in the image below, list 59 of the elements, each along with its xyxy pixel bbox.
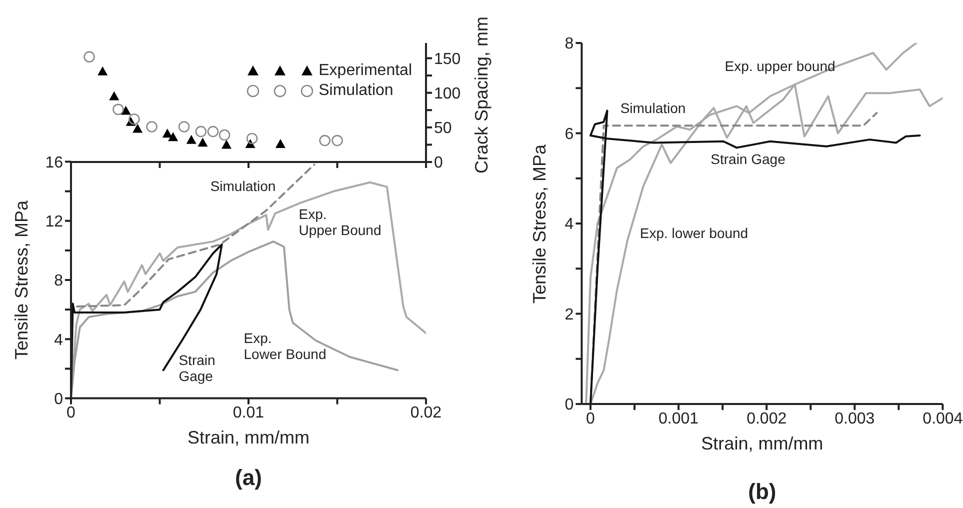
series-label: Exp. lower bound <box>640 225 748 241</box>
point <box>132 124 143 133</box>
point <box>162 128 172 138</box>
y-tick-label: 16 <box>45 154 64 172</box>
point <box>195 126 207 138</box>
x-tick-label: 0.01 <box>232 404 264 422</box>
point <box>198 138 208 147</box>
y-tick-label: 4 <box>54 332 64 349</box>
y2-tick-label: 100 <box>434 85 461 102</box>
point <box>319 134 330 146</box>
point <box>246 132 258 144</box>
y2-tick-label: 0 <box>434 154 443 172</box>
series-label: Simulation <box>620 100 686 116</box>
y2-axis-title: Crack Spacing, mm <box>472 16 492 174</box>
x-tick-label: 0.002 <box>746 410 787 428</box>
text: (a) <box>235 465 262 492</box>
series-label: Simulation <box>210 178 276 194</box>
x-tick-label: 0 <box>586 410 596 428</box>
y-tick-label: 2 <box>564 306 574 324</box>
point <box>168 132 178 142</box>
point <box>186 134 196 144</box>
point <box>109 91 120 100</box>
y2-tick-label: 150 <box>434 50 461 68</box>
point <box>275 139 286 148</box>
legend-label: Experimental <box>318 62 412 80</box>
series-label: Exp. Lower Bound <box>244 330 326 362</box>
point <box>178 121 190 132</box>
point <box>112 104 124 116</box>
x-axis-title: Strain, mm/mm <box>701 434 824 454</box>
x-axis-title: Strain, mm/mm <box>187 428 310 449</box>
series-label: Exp. upper bound <box>724 58 836 74</box>
x-tick-label: 0.02 <box>410 404 442 422</box>
x-tick-label: 0.001 <box>658 410 699 428</box>
point <box>332 134 343 146</box>
y-tick-label: 8 <box>564 36 574 53</box>
y-axis-title: Tensile Stress, MPa <box>12 200 32 360</box>
text: (b) <box>748 479 776 505</box>
legend-label: Simulation <box>318 82 394 100</box>
series-label: Exp. Upper Bound <box>298 206 382 238</box>
x-tick-label: 0.003 <box>834 410 875 428</box>
point <box>221 140 232 149</box>
point <box>218 129 230 141</box>
series-label: Strain Gage <box>178 352 216 384</box>
y-tick-label: 4 <box>564 216 574 234</box>
point <box>128 113 140 125</box>
point <box>146 121 158 132</box>
point <box>120 106 131 115</box>
x-tick-label: 0.004 <box>922 410 963 428</box>
y-tick-label: 0 <box>54 390 64 408</box>
y-tick-label: 8 <box>54 272 64 290</box>
y-axis-title: Tensile Stress, MPa <box>529 144 550 304</box>
series-label: Strain Gage <box>710 151 786 167</box>
point <box>98 66 108 76</box>
point <box>84 51 95 62</box>
y-tick-label: 6 <box>564 126 574 143</box>
point <box>207 126 219 138</box>
x-tick-label: 0 <box>66 404 76 422</box>
y-tick-label: 12 <box>45 214 64 231</box>
y2-tick-label: 50 <box>434 120 452 138</box>
